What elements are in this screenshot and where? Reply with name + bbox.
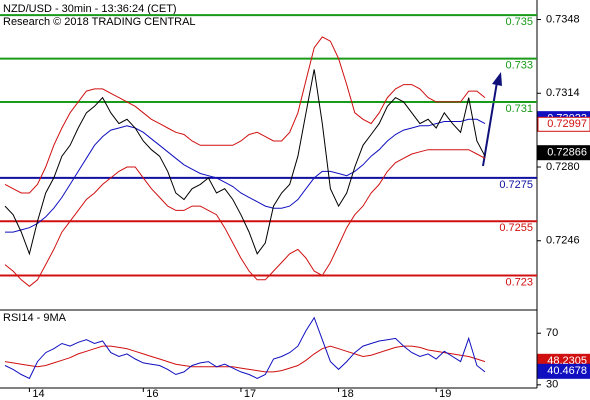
x-tick-label: 18 xyxy=(342,388,354,400)
series-line xyxy=(4,149,486,287)
y-tick-label: 70 xyxy=(546,327,558,339)
y-tick-label: 0.7314 xyxy=(546,87,580,99)
chart-subtitle: Research © 2018 TRADING CENTRAL xyxy=(3,16,196,28)
level-label: 0.733 xyxy=(505,59,533,71)
rsi-title: RSI14 - 9MA xyxy=(3,312,67,324)
y-tick-label: 0.7348 xyxy=(546,13,580,25)
level-label: 0.7255 xyxy=(499,222,533,234)
forecast-arrow xyxy=(482,81,498,167)
x-tick-label: 17 xyxy=(244,388,256,400)
series-line xyxy=(5,118,486,233)
value-badge-label: 40.4678 xyxy=(547,365,587,377)
y-tick-label: 30 xyxy=(546,379,558,391)
level-label: 0.731 xyxy=(505,103,533,115)
value-badge-label: 0.72997 xyxy=(547,118,587,130)
series-line xyxy=(4,36,486,194)
value-badge xyxy=(537,363,590,379)
series-line xyxy=(4,345,486,373)
chart-title: NZD/USD - 30min - 13:36:24 (CET) xyxy=(3,3,177,15)
x-tick-label: 19 xyxy=(439,388,451,400)
value-badge xyxy=(537,116,590,132)
level-label: 0.735 xyxy=(505,16,533,28)
value-badge xyxy=(537,145,590,161)
y-tick-label: 0.7246 xyxy=(546,235,580,247)
series-line xyxy=(4,69,486,256)
series-line xyxy=(4,316,486,380)
forecast-arrow-head xyxy=(492,72,502,86)
level-label: 0.7275 xyxy=(499,179,533,191)
x-tick-label: 16 xyxy=(146,388,158,400)
value-badge-label: 0.72866 xyxy=(547,147,587,159)
x-tick-label: 14 xyxy=(32,388,44,400)
level-label: 0.723 xyxy=(505,276,533,288)
y-tick-label: 0.7280 xyxy=(546,161,580,173)
